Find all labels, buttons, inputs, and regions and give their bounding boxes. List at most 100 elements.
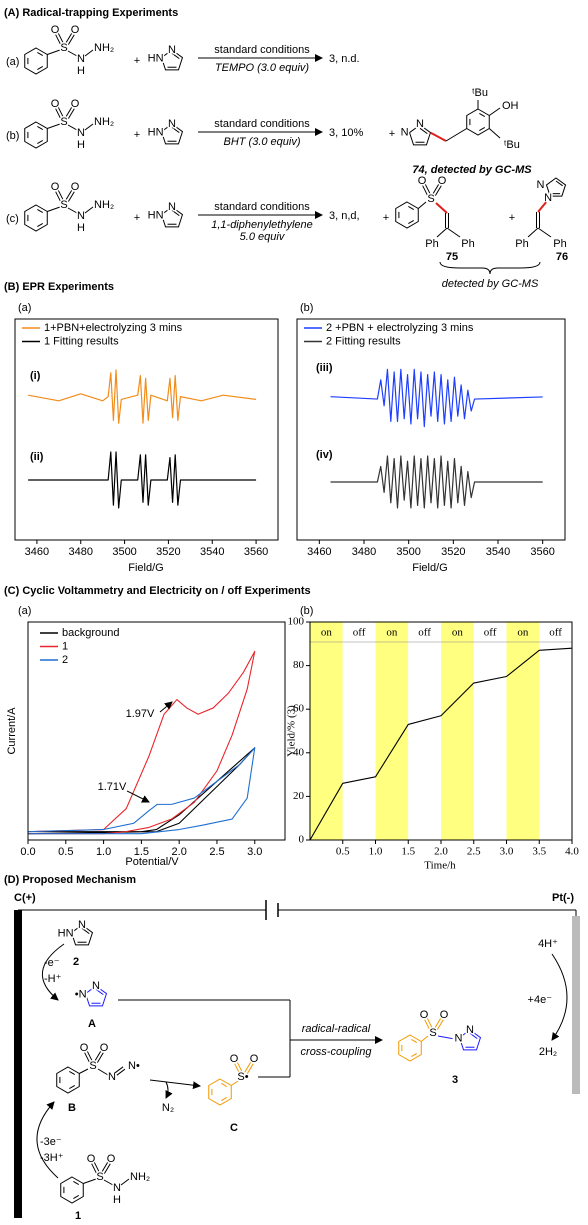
x-tick-label: 3560 xyxy=(530,546,554,558)
atom-label: O xyxy=(418,175,427,187)
x-axis-label: Potential/V xyxy=(125,856,179,868)
bond xyxy=(97,1068,109,1076)
result: 3, 10% xyxy=(329,127,363,139)
bond xyxy=(65,189,73,201)
phase-label: off xyxy=(353,627,366,639)
step-label: +4e⁻ xyxy=(528,994,553,1006)
bond xyxy=(446,227,461,238)
double-bond xyxy=(37,66,44,71)
curved-arrow xyxy=(36,1101,59,1179)
pyrazole-ring xyxy=(160,206,184,228)
bond xyxy=(436,1019,444,1031)
double-bond xyxy=(479,127,486,132)
atom-label: O xyxy=(51,24,60,36)
data-line xyxy=(28,451,257,509)
atom-label: H xyxy=(77,222,85,234)
phase-band xyxy=(342,622,376,840)
legend-label: 1+PBN+electrolyzing 3 mins xyxy=(44,322,183,334)
atom-label: ᵗBu xyxy=(472,87,488,99)
step-label: radical-radical xyxy=(302,1023,371,1035)
atom-label: Ph xyxy=(461,238,474,250)
legend-label: 1 Fitting results xyxy=(44,335,119,347)
row-label: (b) xyxy=(6,130,19,142)
atom-label: N xyxy=(537,179,545,191)
y-axis-label: Yield/% (3) xyxy=(286,705,298,757)
compound-label: B xyxy=(68,1102,76,1114)
atom-label: O xyxy=(51,98,60,110)
atom-label: HN xyxy=(58,928,74,940)
atom-label: ᵗBu xyxy=(504,139,520,151)
atom-label: O xyxy=(71,181,80,193)
pyrazole-ring xyxy=(545,177,567,197)
panel-label: (a) xyxy=(18,605,31,617)
y-axis-label: Current/A xyxy=(6,707,18,755)
double-bond xyxy=(37,208,44,213)
new-bond xyxy=(429,131,447,142)
atom-label: O xyxy=(87,1153,96,1165)
atom-label: NH₂ xyxy=(130,1171,150,1183)
data-line xyxy=(27,650,256,835)
x-tick-label: 3.0 xyxy=(500,846,514,858)
double-bond xyxy=(411,1053,418,1058)
step-label: -H⁺ xyxy=(44,973,62,985)
plus: + xyxy=(134,212,140,224)
atom-label: N• xyxy=(128,1060,140,1072)
x-tick-label: 3460 xyxy=(25,546,49,558)
pyrazole-ring xyxy=(84,985,108,1007)
double-bond xyxy=(171,52,180,60)
double-bond xyxy=(221,1082,228,1087)
data-line xyxy=(330,368,543,428)
compound-label: 2 xyxy=(73,956,79,968)
curved-arrow xyxy=(551,953,568,1041)
atom-label: N xyxy=(113,1182,121,1194)
data-line xyxy=(27,747,256,835)
double-bond xyxy=(81,927,90,935)
atom-label: H xyxy=(77,139,85,151)
atom-label: O xyxy=(438,175,447,187)
phase-band xyxy=(473,622,507,840)
bond xyxy=(93,1162,100,1173)
y-tick-label: 40 xyxy=(293,746,305,758)
note: detected by GC-MS xyxy=(442,278,539,290)
atom-label: S xyxy=(89,1060,96,1072)
plot-frame xyxy=(27,621,286,841)
additive: 5.0 equiv xyxy=(240,231,286,243)
cathode xyxy=(572,916,580,1094)
atom-label: Ph xyxy=(425,238,438,250)
bond xyxy=(424,184,431,195)
y-tick-label: 80 xyxy=(293,659,305,671)
bond xyxy=(67,34,75,46)
y-tick-label: 20 xyxy=(293,790,305,802)
bond xyxy=(84,206,94,214)
additive: BHT (3.0 equiv) xyxy=(223,136,300,148)
phase-band xyxy=(408,622,441,840)
arrow xyxy=(159,701,173,713)
double-bond xyxy=(555,180,563,187)
x-tick-label: 3500 xyxy=(112,546,136,558)
bond xyxy=(47,206,61,212)
anode xyxy=(14,910,22,1218)
electrode-label: Pt(-) xyxy=(552,892,574,904)
phase-label: off xyxy=(484,627,497,639)
x-tick-label: 3520 xyxy=(441,546,465,558)
trace-tag: (iii) xyxy=(316,362,333,374)
double-bond xyxy=(73,1195,80,1200)
x-tick-label: 2.5 xyxy=(467,846,481,858)
section-title: (D) Proposed Mechanism xyxy=(4,874,136,886)
double-bond xyxy=(69,1085,76,1090)
byproduct-label: 75 xyxy=(446,251,458,263)
y-tick-label: 0 xyxy=(299,834,305,846)
double-bond xyxy=(479,112,486,117)
atom-label: N xyxy=(78,919,86,931)
new-bond xyxy=(537,201,547,213)
plus: + xyxy=(383,212,389,224)
atom-label: NH₂ xyxy=(94,42,114,54)
bond xyxy=(234,1063,241,1074)
bond xyxy=(91,1163,98,1174)
atom-label: N xyxy=(168,44,176,56)
y-tick-label: 60 xyxy=(293,703,305,715)
atom-label: S xyxy=(96,1171,103,1183)
double-bond xyxy=(469,1032,478,1040)
section-title: (C) Cyclic Voltammetry and Electricity o… xyxy=(4,585,311,597)
